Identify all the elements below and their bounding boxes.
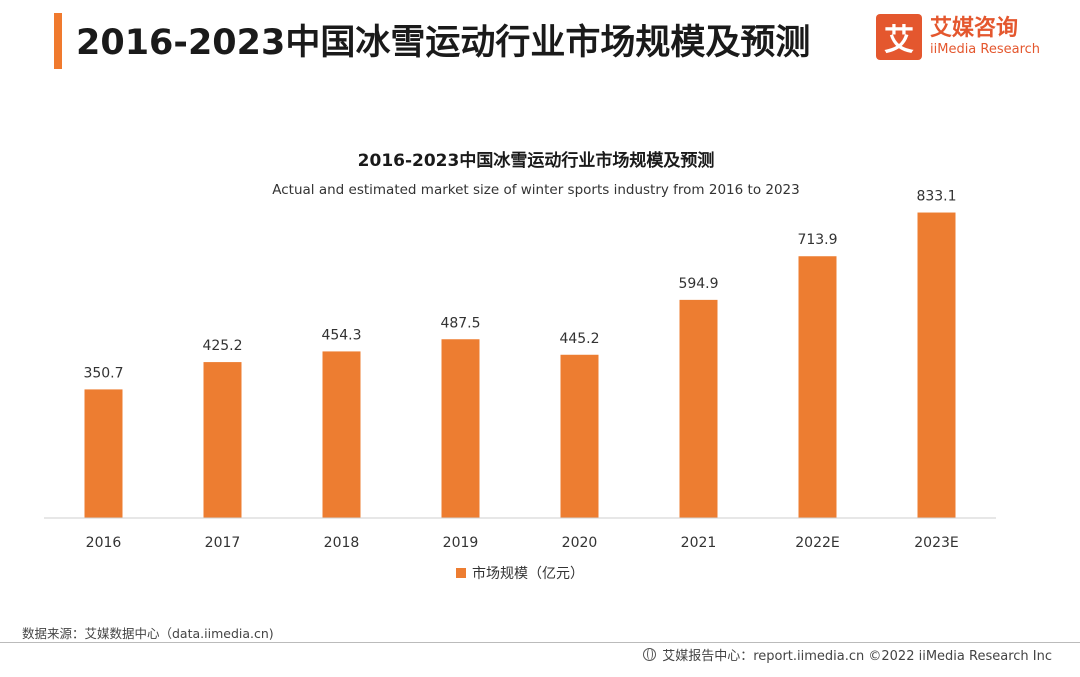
data-label-2018: 454.3 xyxy=(321,327,361,343)
logo-en: iiMedia Research xyxy=(930,42,1041,57)
page-title: 2016-2023中国冰雪运动行业市场规模及预测 xyxy=(76,23,811,63)
data-label-2017: 425.2 xyxy=(202,338,242,354)
x-tick-label-2021: 2021 xyxy=(681,535,717,551)
x-tick-label-2019: 2019 xyxy=(443,535,479,551)
data-label-2016: 350.7 xyxy=(83,365,123,381)
logo-text: 艾媒咨询 iiMedia Research xyxy=(930,16,1040,58)
legend-swatch xyxy=(456,568,466,578)
legend-label: 市场规模（亿元） xyxy=(472,566,584,582)
data-label-2019: 487.5 xyxy=(440,315,480,331)
bar-2019 xyxy=(441,339,480,518)
chart-title: 2016-2023中国冰雪运动行业市场规模及预测 xyxy=(358,150,715,171)
chart-legend: 市场规模（亿元） xyxy=(456,563,584,583)
x-tick-label-2022E: 2022E xyxy=(795,535,839,551)
bar-2023E xyxy=(917,212,956,518)
data-label-2022E: 713.9 xyxy=(797,232,837,248)
data-label-2020: 445.2 xyxy=(559,331,599,347)
x-tick-label-2023E: 2023E xyxy=(914,535,958,551)
title-accent-bar xyxy=(54,13,62,69)
x-tick-label-2020: 2020 xyxy=(562,535,598,551)
data-source: 数据来源：艾媒数据中心（data.iimedia.cn) xyxy=(22,626,274,641)
x-tick-label-2018: 2018 xyxy=(324,535,360,551)
x-tick-label-2016: 2016 xyxy=(86,535,122,551)
bar-2016 xyxy=(84,389,123,518)
logo-mark: 艾 xyxy=(876,14,922,60)
bar-2021 xyxy=(679,299,718,518)
bar-2022E xyxy=(798,256,837,518)
footer-divider xyxy=(0,642,1080,643)
bar-2018 xyxy=(322,351,361,518)
chart-subtitle: Actual and estimated market size of wint… xyxy=(272,182,799,198)
logo-cn: 艾媒咨询 xyxy=(930,16,1019,41)
bar-2020 xyxy=(560,354,599,518)
data-label-2023E: 833.1 xyxy=(916,189,956,205)
data-label-2021: 594.9 xyxy=(678,276,718,292)
footer-report: 艾媒报告中心：report.iimedia.cn ©2022 iiMedia R… xyxy=(662,649,1052,664)
brand-logo: 艾 艾媒咨询 iiMedia Research xyxy=(876,14,1040,60)
globe-icon xyxy=(643,648,657,661)
footer: 艾媒报告中心：report.iimedia.cn ©2022 iiMedia R… xyxy=(643,645,1052,664)
x-tick-label-2017: 2017 xyxy=(205,535,241,551)
bar-2017 xyxy=(203,362,242,518)
